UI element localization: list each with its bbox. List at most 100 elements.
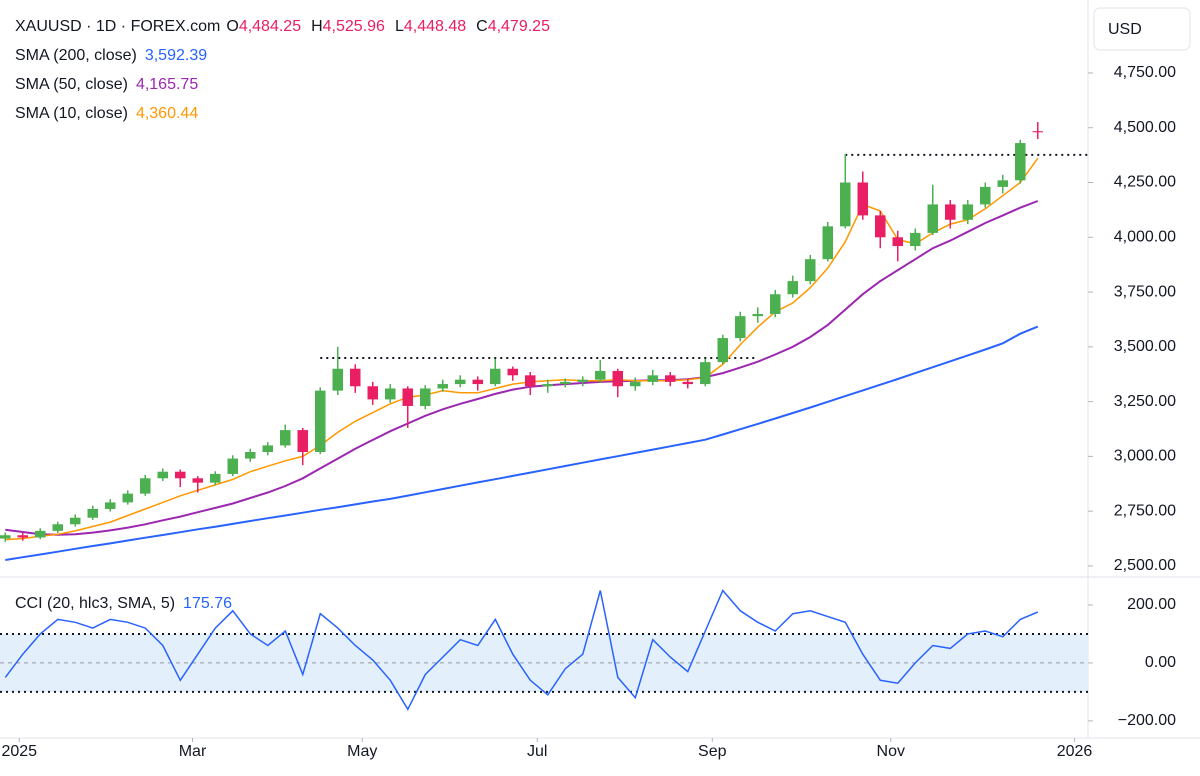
- sma-line: [5, 200, 1039, 536]
- y-tick-label: 4,000.00: [1114, 228, 1176, 245]
- x-tick-label: 2025: [1, 743, 37, 760]
- candle-body: [682, 381, 694, 385]
- legend-name: SMA (200, close): [15, 47, 137, 64]
- candle-body: [105, 502, 116, 509]
- candle-body: [910, 232, 921, 247]
- candle-body: [595, 370, 606, 380]
- candle-body: [157, 471, 169, 479]
- y-tick-label: 4,500.00: [1114, 119, 1176, 136]
- candle-body: [52, 524, 64, 531]
- candle-body: [385, 388, 396, 400]
- candle-body: [612, 370, 624, 387]
- candle-body: [542, 384, 554, 387]
- ohlc-value: 4,525.96: [323, 18, 385, 35]
- candle-body: [840, 182, 851, 227]
- candle-body: [245, 451, 256, 459]
- plot-area: 2,500.00 2,750.00 3,000.00 3,250.00 3,500.00…: [0, 64, 1176, 760]
- ohlc-value: 4,479.25: [488, 18, 550, 35]
- candle-body: [490, 368, 501, 385]
- sma-legend: SMA (10, close) 4,360.44: [15, 105, 198, 122]
- y-tick-label: 3,000.00: [1114, 448, 1176, 465]
- candle-body: [472, 379, 484, 385]
- candle-body: [525, 375, 536, 387]
- candle-body: [262, 445, 274, 452]
- legend-value: 4,165.75: [136, 76, 198, 93]
- legend-area: USD XAUUSD · 1D · FOREX.com O4,484.25 H4,5…: [8, 7, 1191, 612]
- candle-body: [787, 281, 799, 295]
- candle-body: [770, 294, 781, 314]
- candle-body: [122, 493, 134, 503]
- candle-body: [507, 368, 519, 376]
- candle-body: [280, 430, 291, 446]
- candle-body: [700, 362, 711, 385]
- legend-name: CCI (20, hlc3, SMA, 5): [15, 595, 175, 612]
- ohlc-letter: C: [476, 18, 488, 35]
- x-tick-label: Jul: [527, 743, 547, 760]
- legend-bg: [8, 10, 688, 128]
- candle-body: [1032, 131, 1044, 133]
- ohlc-letter: L: [395, 18, 404, 35]
- candle-body: [560, 381, 571, 385]
- candle-body: [892, 237, 904, 247]
- y-tick-label: 2,500.00: [1114, 557, 1176, 574]
- sma-legend: SMA (50, close) 4,165.75: [15, 76, 198, 93]
- legend-value: 3,592.39: [145, 47, 207, 64]
- candle-body: [35, 530, 46, 538]
- candle-body: [805, 259, 816, 282]
- x-tick-label: Nov: [877, 743, 905, 760]
- y-tick-label: 4,750.00: [1114, 64, 1176, 81]
- symbol-title: XAUUSD · 1D · FOREX.com: [15, 18, 220, 35]
- candle-body: [227, 458, 239, 474]
- y-tick-label: 2,750.00: [1114, 502, 1176, 519]
- candle-body: [350, 368, 361, 387]
- candle-body: [927, 204, 939, 233]
- candle-body: [402, 388, 414, 406]
- candle-body: [1015, 143, 1026, 181]
- x-tick-label: May: [347, 743, 377, 760]
- candle-body: [192, 478, 204, 483]
- symbol-legend: XAUUSD · 1D · FOREX.com O4,484.25 H4,525.9…: [15, 18, 550, 35]
- sma-legend: SMA (200, close) 3,592.39: [15, 47, 207, 64]
- candle-body: [752, 313, 764, 317]
- y-tick-label: 3,250.00: [1114, 393, 1176, 410]
- cci-line: [4, 589, 1039, 711]
- candle-body: [577, 379, 589, 382]
- y-tick-label: 200.00: [1127, 596, 1176, 613]
- candle-body: [665, 375, 676, 382]
- candle-body: [297, 430, 309, 452]
- candle-body: [315, 390, 326, 452]
- candle-body: [980, 186, 991, 205]
- x-tick-label: Sep: [698, 743, 727, 760]
- ohlc-letter: O: [226, 18, 238, 35]
- candle-body: [210, 473, 221, 483]
- candle-body: [857, 182, 869, 216]
- candle-body: [717, 338, 729, 363]
- currency-box[interactable]: [1093, 7, 1191, 51]
- candle-body: [367, 386, 379, 400]
- candle-body: [175, 471, 186, 479]
- ohlc-value: 4,484.25: [239, 18, 301, 35]
- candle-body: [70, 517, 81, 525]
- candle-body: [140, 478, 151, 494]
- candle-body: [455, 379, 466, 385]
- candle-body: [630, 381, 641, 387]
- candle-body: [437, 384, 449, 389]
- x-tick-label: Mar: [179, 743, 207, 760]
- y-tick-label: 0.00: [1145, 654, 1176, 671]
- y-tick-label: 3,750.00: [1114, 283, 1176, 300]
- sma-line: [5, 325, 1039, 561]
- ohlc-value: 4,448.48: [404, 18, 466, 35]
- candle-body: [647, 375, 659, 382]
- candle-body: [17, 535, 29, 538]
- candle-body: [420, 388, 431, 406]
- legend-name: SMA (50, close): [15, 76, 128, 93]
- legend-name: SMA (10, close): [15, 105, 128, 122]
- y-tick-label: −200.00: [1118, 712, 1176, 729]
- legend-value: 4,360.44: [136, 105, 198, 122]
- x-tick-label: 2026: [1057, 743, 1093, 760]
- currency-label[interactable]: USD: [1108, 21, 1142, 38]
- legend-value: 175.76: [183, 595, 232, 612]
- cci-legend: CCI (20, hlc3, SMA, 5) 175.76: [15, 595, 232, 612]
- candle-body: [735, 316, 746, 339]
